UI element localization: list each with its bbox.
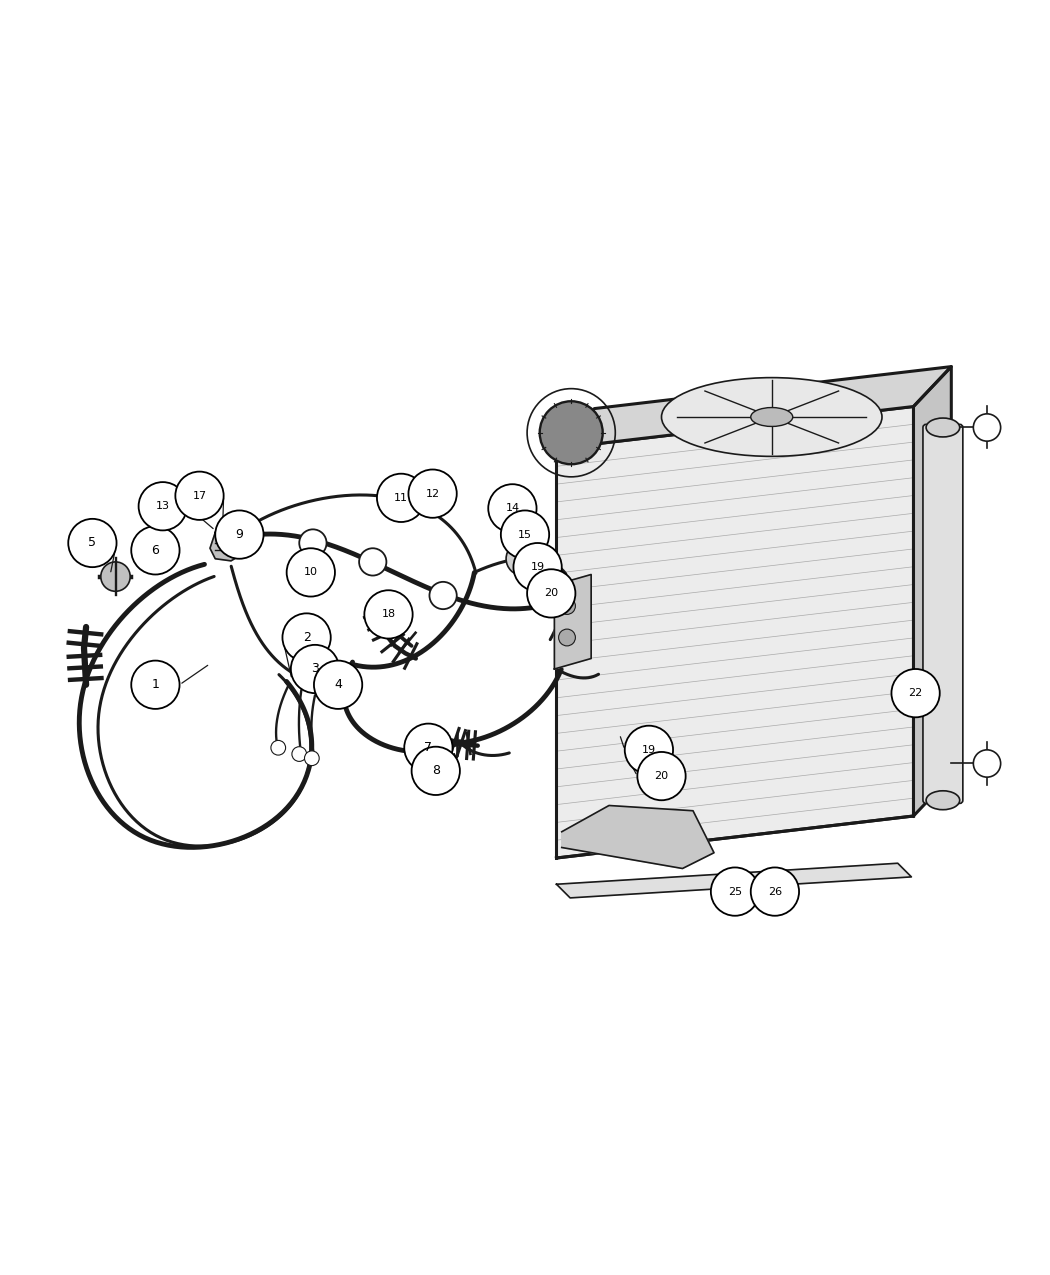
Text: 22: 22	[908, 688, 923, 699]
FancyBboxPatch shape	[923, 425, 963, 803]
Circle shape	[299, 529, 327, 557]
Circle shape	[287, 548, 335, 597]
Circle shape	[751, 867, 799, 915]
Polygon shape	[210, 529, 247, 561]
Polygon shape	[554, 575, 591, 669]
Circle shape	[131, 660, 180, 709]
Circle shape	[488, 484, 537, 533]
Circle shape	[625, 725, 673, 774]
Circle shape	[139, 482, 187, 530]
Text: 1: 1	[151, 678, 160, 691]
Circle shape	[506, 542, 540, 575]
Circle shape	[175, 472, 224, 520]
Polygon shape	[556, 367, 951, 449]
Text: 13: 13	[155, 501, 170, 511]
Circle shape	[891, 669, 940, 718]
Circle shape	[637, 752, 686, 801]
Ellipse shape	[926, 418, 960, 437]
Circle shape	[527, 569, 575, 617]
Text: 9: 9	[235, 528, 244, 541]
Circle shape	[292, 747, 307, 761]
Circle shape	[408, 469, 457, 518]
Text: 19: 19	[642, 745, 656, 755]
Text: 20: 20	[654, 771, 669, 782]
Text: 26: 26	[768, 886, 782, 896]
Circle shape	[359, 548, 386, 575]
Text: 2: 2	[302, 631, 311, 644]
Polygon shape	[914, 367, 951, 816]
Circle shape	[377, 474, 425, 521]
Circle shape	[513, 543, 562, 592]
Text: 8: 8	[432, 764, 440, 778]
Text: 25: 25	[728, 886, 742, 896]
Circle shape	[540, 402, 603, 464]
Circle shape	[399, 488, 424, 514]
Circle shape	[131, 527, 180, 575]
Polygon shape	[556, 407, 914, 858]
Text: 5: 5	[88, 537, 97, 550]
Circle shape	[304, 751, 319, 765]
Text: 14: 14	[505, 504, 520, 514]
Circle shape	[364, 590, 413, 639]
Circle shape	[271, 741, 286, 755]
Circle shape	[501, 510, 549, 558]
Circle shape	[314, 660, 362, 709]
Circle shape	[412, 747, 460, 796]
Text: 18: 18	[381, 609, 396, 620]
Circle shape	[559, 629, 575, 646]
Ellipse shape	[662, 377, 882, 456]
Text: 7: 7	[424, 741, 433, 755]
Circle shape	[711, 867, 759, 915]
Circle shape	[101, 562, 130, 592]
Text: 15: 15	[518, 529, 532, 539]
Ellipse shape	[751, 408, 793, 426]
Text: 12: 12	[425, 488, 440, 499]
Text: 6: 6	[151, 544, 160, 557]
Text: 10: 10	[303, 567, 318, 578]
Polygon shape	[562, 806, 714, 868]
Text: 4: 4	[334, 678, 342, 691]
Circle shape	[559, 598, 575, 615]
Ellipse shape	[926, 790, 960, 810]
Circle shape	[291, 645, 339, 694]
Text: 11: 11	[394, 493, 408, 502]
Polygon shape	[556, 863, 911, 898]
Circle shape	[215, 510, 264, 558]
Circle shape	[68, 519, 117, 567]
Circle shape	[404, 724, 453, 771]
Text: 19: 19	[530, 562, 545, 572]
Text: 17: 17	[192, 491, 207, 501]
Circle shape	[973, 414, 1001, 441]
Text: 3: 3	[311, 663, 319, 676]
Circle shape	[282, 613, 331, 662]
Circle shape	[429, 581, 457, 609]
Circle shape	[973, 750, 1001, 778]
Text: 20: 20	[544, 588, 559, 598]
